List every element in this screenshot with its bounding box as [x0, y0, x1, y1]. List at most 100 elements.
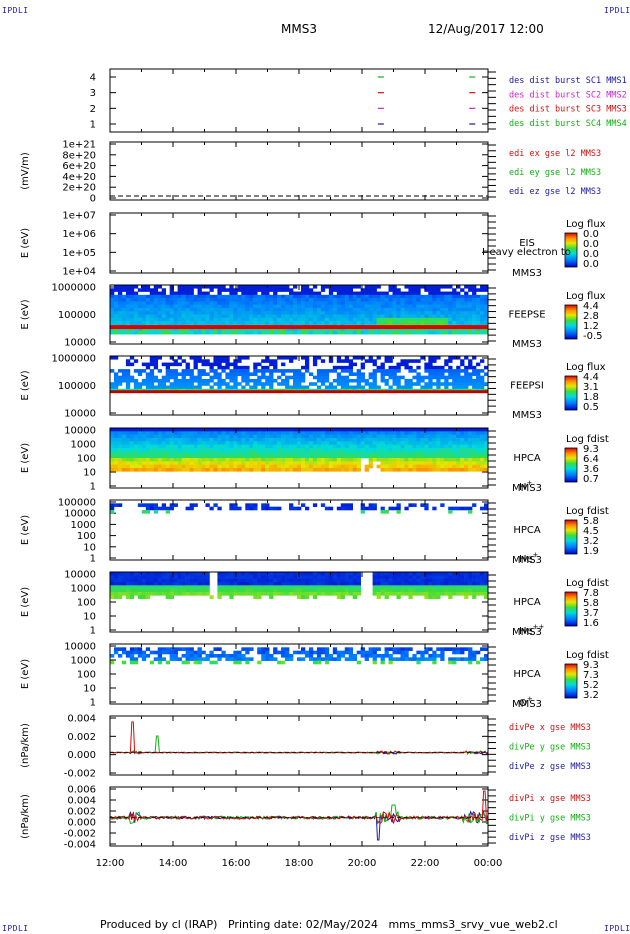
- heat-cell: [412, 468, 417, 472]
- heat-cell: [480, 311, 485, 315]
- heatmap-hpca_he: [110, 503, 489, 514]
- heat-cell: [261, 304, 266, 309]
- heat-cell: [269, 592, 274, 596]
- heat-cell: [213, 301, 218, 305]
- heat-cell: [304, 288, 310, 292]
- heat-cell: [269, 359, 274, 363]
- heat-cell: [257, 434, 262, 439]
- heat-cell: [253, 314, 258, 319]
- heat-cell: [400, 314, 405, 319]
- heat-cell: [197, 438, 202, 442]
- heat-cell: [384, 382, 389, 386]
- heat-cell: [141, 330, 147, 335]
- heat-cell: [316, 321, 322, 325]
- heat-cell: [464, 575, 469, 579]
- heat-cell: [320, 327, 326, 332]
- heat-cell: [472, 578, 477, 583]
- heat-cell: [348, 288, 354, 292]
- heat-cell: [372, 441, 377, 445]
- heat-cell: [452, 298, 457, 302]
- heat-cell: [221, 330, 226, 335]
- heat-cell: [476, 304, 481, 309]
- heat-cell: [253, 468, 258, 472]
- heat-cell: [253, 378, 258, 383]
- heat-cell: [285, 650, 290, 655]
- heat-cell: [113, 461, 119, 465]
- heat-cell: [261, 578, 266, 583]
- heat-cell: [277, 314, 282, 319]
- heat-cell: [121, 468, 127, 472]
- heat-cell: [408, 288, 413, 292]
- heat-cell: [245, 375, 250, 380]
- heat-cell: [277, 311, 282, 315]
- heat-cell: [440, 372, 445, 376]
- heat-cell: [237, 434, 242, 439]
- heat-cell: [352, 291, 357, 296]
- heat-cell: [201, 592, 206, 596]
- heat-cell: [352, 321, 357, 325]
- heat-cell: [472, 468, 477, 472]
- heat-cell: [249, 588, 254, 593]
- heat-cell: [297, 294, 302, 299]
- heat-cell: [197, 660, 202, 665]
- heat-cell: [400, 444, 405, 449]
- heat-cell: [436, 330, 441, 335]
- heat-cell: [364, 382, 369, 386]
- heat-cell: [169, 575, 174, 579]
- heat-cell: [125, 588, 131, 593]
- heat-cell: [157, 311, 163, 315]
- heat-cell: [424, 428, 429, 432]
- heat-cell: [360, 314, 365, 319]
- heat-cell: [380, 330, 385, 335]
- heat-cell: [285, 585, 290, 589]
- heat-cell: [193, 314, 198, 319]
- heat-cell: [197, 385, 202, 390]
- heat-cell: [185, 327, 190, 332]
- heat-cell: [197, 588, 202, 593]
- heat-cell: [281, 369, 286, 373]
- heat-cell: [348, 503, 354, 507]
- heat-cell: [416, 657, 421, 661]
- heat-cell: [277, 369, 282, 373]
- heat-cell: [193, 304, 198, 309]
- heat-cell: [312, 595, 318, 599]
- heat-cell: [141, 575, 147, 579]
- heat-cell: [404, 575, 409, 579]
- heat-cell: [257, 382, 262, 386]
- heat-cell: [165, 588, 170, 593]
- heat-cell: [356, 294, 361, 299]
- heat-cell: [456, 285, 461, 289]
- heat-cell: [412, 382, 417, 386]
- heat-cell: [117, 431, 123, 435]
- heat-cell: [472, 438, 477, 442]
- heat-cell: [157, 434, 163, 439]
- heat-cell: [293, 588, 298, 593]
- heat-cell: [257, 578, 262, 583]
- heat-cell: [225, 444, 230, 449]
- heat-cell: [372, 298, 377, 302]
- heat-cell: [133, 458, 139, 462]
- heat-cell: [312, 458, 318, 462]
- heat-cell: [396, 434, 401, 439]
- heat-cell: [484, 438, 489, 442]
- heat-cell: [129, 307, 135, 312]
- heat-cell: [420, 572, 425, 576]
- heat-cell: [444, 647, 449, 651]
- heat-cell: [245, 578, 250, 583]
- heat-cell: [137, 294, 143, 299]
- heat-cell: [233, 288, 238, 292]
- heat-cell: [137, 585, 143, 589]
- heat-cell: [229, 595, 234, 599]
- heat-cell: [428, 657, 433, 661]
- heat-cell: [416, 304, 421, 309]
- heat-cell: [380, 654, 385, 658]
- heat-cell: [185, 428, 190, 432]
- heat-cell: [352, 385, 357, 390]
- heat-cell: [177, 307, 182, 312]
- heat-cell: [464, 458, 469, 462]
- heat-cell: [320, 575, 326, 579]
- heat-cell: [380, 454, 385, 459]
- heat-cell: [137, 298, 143, 302]
- heat-cell: [285, 578, 290, 583]
